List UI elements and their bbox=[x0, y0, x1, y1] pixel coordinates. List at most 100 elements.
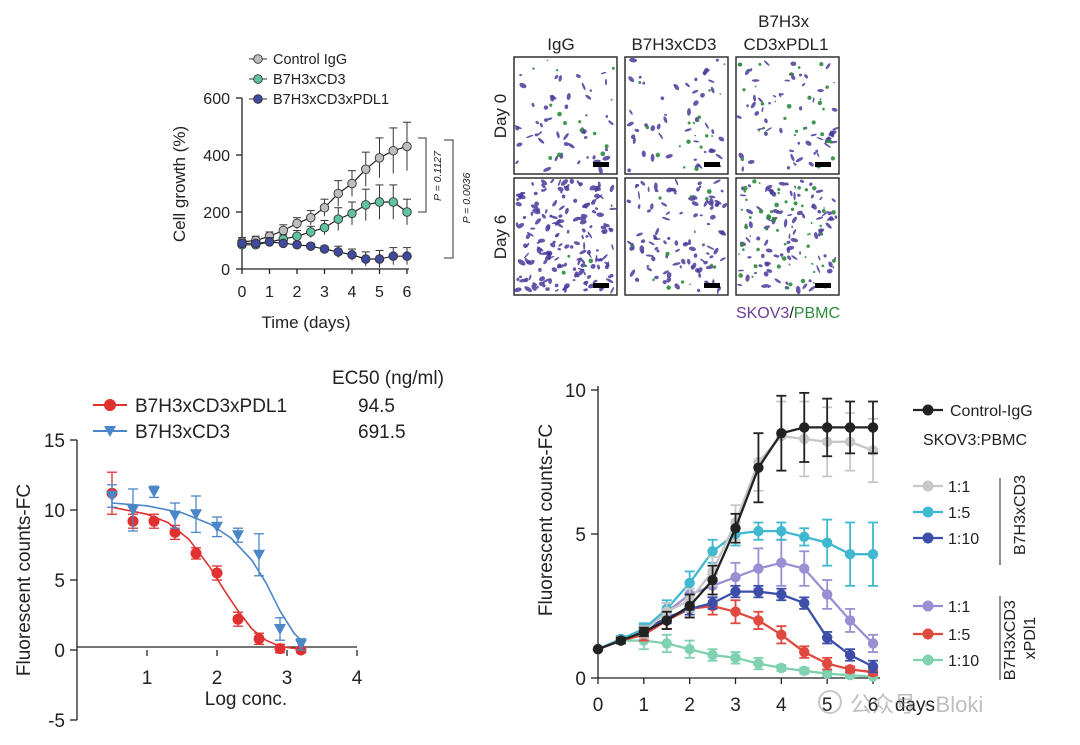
cell bbox=[817, 209, 822, 214]
cell bbox=[519, 82, 527, 89]
pbmc-cell bbox=[765, 227, 769, 231]
cell bbox=[764, 239, 769, 246]
pbmc-cell bbox=[706, 189, 712, 194]
cell bbox=[784, 79, 791, 82]
cell bbox=[579, 249, 587, 255]
cell bbox=[589, 185, 596, 191]
data-point bbox=[684, 577, 695, 589]
cell bbox=[769, 189, 774, 195]
cell bbox=[763, 60, 770, 66]
data-point bbox=[799, 597, 810, 609]
cell bbox=[804, 74, 809, 79]
cell bbox=[763, 131, 768, 136]
pbmc-cell bbox=[830, 156, 835, 161]
data-point bbox=[306, 227, 316, 237]
pbmc-cell bbox=[771, 216, 777, 222]
pbmc-cell bbox=[826, 219, 829, 222]
cell bbox=[709, 214, 716, 220]
data-point bbox=[106, 491, 118, 502]
cell bbox=[797, 141, 801, 145]
data-point bbox=[306, 241, 316, 251]
cell bbox=[827, 211, 833, 215]
data-point bbox=[753, 525, 764, 537]
pbmc-cell bbox=[819, 98, 822, 101]
cell bbox=[551, 267, 558, 272]
cell bbox=[790, 154, 795, 162]
ec50-value-b7h3xcd3: 691.5 bbox=[358, 422, 406, 443]
pbmc-cell bbox=[758, 129, 760, 132]
data-point bbox=[592, 644, 604, 655]
cell bbox=[558, 243, 563, 247]
cell bbox=[610, 287, 615, 294]
pbmc-cell bbox=[705, 196, 709, 201]
fit-curve bbox=[111, 506, 302, 651]
cell bbox=[516, 277, 520, 281]
cell bbox=[543, 167, 552, 172]
cell bbox=[532, 282, 537, 287]
cell bbox=[646, 265, 650, 268]
data-point bbox=[730, 606, 741, 617]
cell bbox=[526, 259, 531, 264]
cell bbox=[516, 142, 523, 147]
cell bbox=[753, 94, 757, 102]
cell bbox=[787, 214, 793, 217]
legend-marker bbox=[922, 404, 934, 416]
cell bbox=[535, 120, 540, 125]
cell bbox=[823, 142, 832, 148]
cell bbox=[544, 118, 548, 122]
pbmc-cell bbox=[774, 202, 779, 208]
pbmc-cell bbox=[705, 134, 709, 138]
cell bbox=[764, 118, 768, 124]
cell bbox=[531, 182, 534, 186]
cell bbox=[814, 232, 819, 240]
cell bbox=[815, 216, 824, 220]
cell bbox=[813, 151, 817, 155]
cell bbox=[754, 111, 760, 116]
pbmc-cell bbox=[600, 151, 606, 157]
cell bbox=[707, 79, 715, 83]
cell bbox=[545, 287, 550, 291]
data-point bbox=[253, 633, 265, 645]
pbmc-cell bbox=[719, 93, 722, 95]
cell bbox=[634, 128, 640, 133]
pbmc-cell bbox=[777, 191, 780, 195]
pbmc-cell bbox=[825, 85, 829, 89]
micrograph-day-0-col2 bbox=[624, 56, 729, 175]
panel-d-xtick-label: 1 bbox=[639, 695, 650, 716]
cell bbox=[583, 288, 588, 292]
cell bbox=[756, 236, 761, 241]
pbmc-cell bbox=[786, 286, 790, 290]
cell bbox=[816, 137, 824, 141]
p-value-2: P = 0.0036 bbox=[461, 172, 473, 223]
pbmc-cell bbox=[743, 185, 748, 191]
data-point bbox=[867, 548, 879, 560]
pbmc-cell bbox=[760, 102, 765, 106]
cell bbox=[765, 127, 772, 132]
legend-label-b7h3xcd3: B7H3xCD3 bbox=[135, 422, 230, 443]
cell bbox=[557, 264, 565, 269]
cell bbox=[665, 211, 671, 215]
cell bbox=[634, 277, 640, 282]
cell bbox=[645, 254, 654, 257]
cell bbox=[523, 252, 530, 259]
legend-label-control-igg: Control-IgG bbox=[950, 403, 1033, 420]
panel-c-ytick-label: 10 bbox=[44, 501, 65, 522]
cell bbox=[592, 155, 596, 160]
pbmc-cell bbox=[742, 88, 746, 92]
legend-label-1-1: 1:1 bbox=[948, 599, 970, 616]
cell bbox=[600, 71, 607, 75]
data-point bbox=[753, 586, 764, 597]
cell bbox=[572, 267, 577, 271]
cell bbox=[719, 257, 726, 261]
pbmc-cell bbox=[655, 152, 661, 158]
col-label-trispecific-line2: CD3xPDL1 bbox=[743, 35, 828, 54]
cell bbox=[693, 213, 698, 218]
cell bbox=[539, 122, 543, 128]
watermark: 公众号 · Bloki bbox=[818, 690, 983, 717]
pbmc-cell bbox=[788, 263, 791, 266]
cell bbox=[640, 249, 645, 254]
pbmc-cell bbox=[823, 207, 825, 209]
micrograph-day-6-col1 bbox=[513, 177, 618, 296]
pbmc-cell bbox=[604, 144, 609, 149]
cell bbox=[595, 249, 599, 252]
